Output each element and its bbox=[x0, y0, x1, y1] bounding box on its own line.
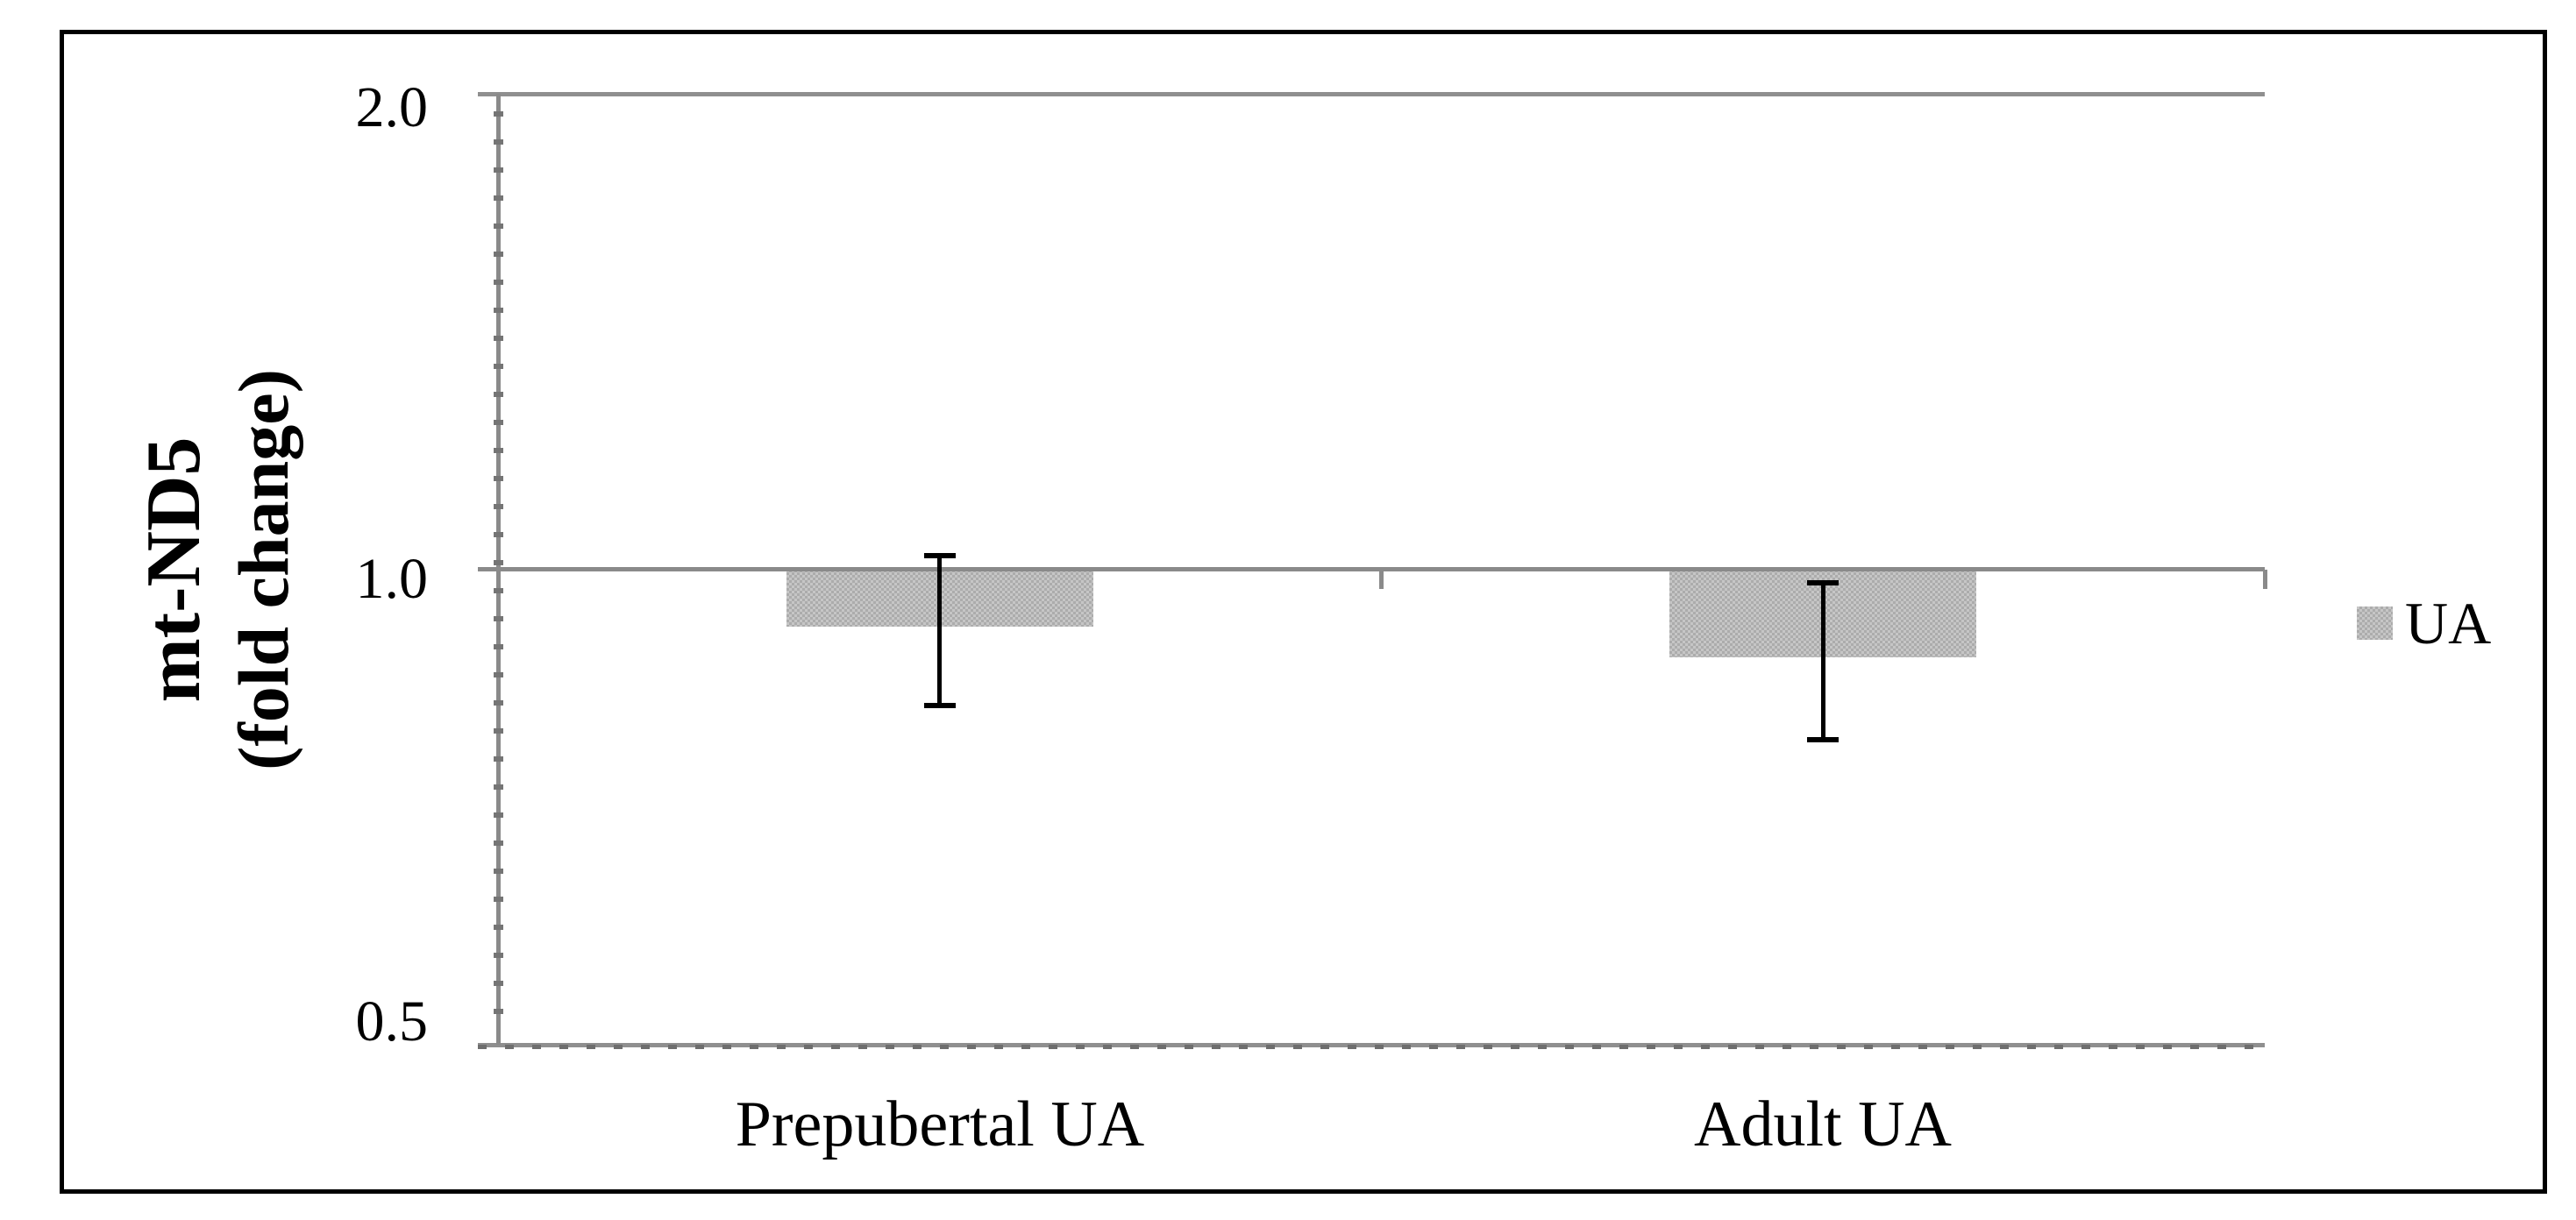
error-bar-1-bottom-cap bbox=[924, 703, 956, 708]
legend-label-ua: UA bbox=[2405, 590, 2492, 656]
category-axis-line bbox=[478, 567, 2265, 571]
error-bar-2 bbox=[1821, 583, 1825, 740]
y-axis-minor-ticks bbox=[494, 111, 503, 1027]
error-bar-1 bbox=[937, 556, 942, 706]
x-category-label-2: Adult UA bbox=[1694, 1089, 1952, 1160]
y-tick-label-1.0: 1.0 bbox=[355, 547, 429, 611]
legend: UA bbox=[2357, 593, 2491, 653]
category-boundary-tick-1 bbox=[1379, 570, 1384, 589]
category-boundary-tick-2 bbox=[2263, 570, 2267, 589]
gridline-0.5-dashes bbox=[478, 1045, 2265, 1049]
y-tick-label-0.5: 0.5 bbox=[355, 989, 429, 1053]
error-bar-1-top-cap bbox=[924, 553, 956, 558]
error-bar-2-top-cap bbox=[1807, 580, 1839, 585]
legend-swatch-ua bbox=[2357, 606, 2393, 640]
gridline-2.0 bbox=[478, 92, 2265, 96]
figure-border bbox=[60, 30, 2547, 1194]
error-bar-2-bottom-cap bbox=[1807, 737, 1839, 742]
x-category-label-1: Prepubertal UA bbox=[735, 1089, 1145, 1160]
y-axis-title-line1: mt-ND5 bbox=[132, 436, 217, 703]
y-tick-label-2.0: 2.0 bbox=[355, 75, 429, 139]
